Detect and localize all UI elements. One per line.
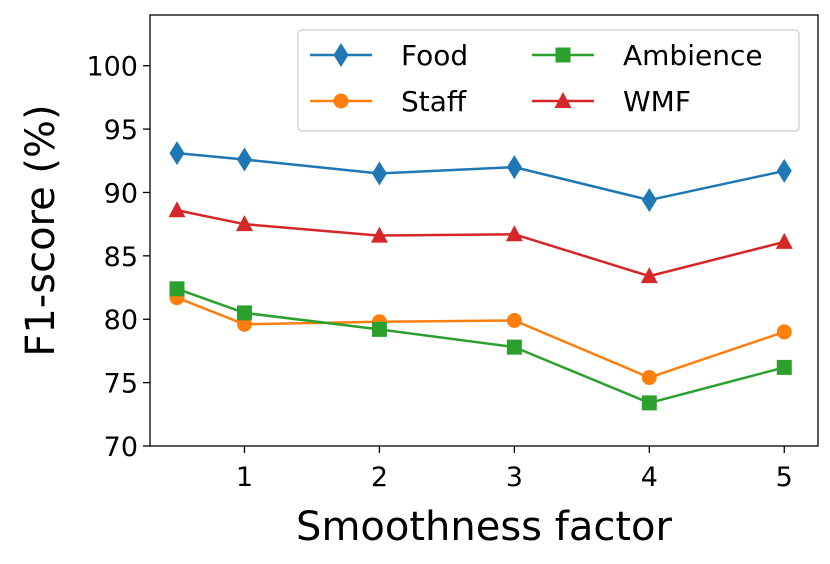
x-tick-label: 1	[236, 462, 253, 493]
x-tick-label: 4	[641, 462, 658, 493]
data-point-ambience	[371, 321, 387, 337]
data-point-staff	[506, 313, 522, 329]
x-tick-label: 3	[506, 462, 523, 493]
data-point-food	[641, 188, 657, 213]
data-point-food	[236, 147, 252, 172]
series-line-staff	[176, 296, 785, 379]
axes: 70 75 80 85 90 95 100 1 2 3 4 5	[86, 14, 819, 493]
data-point-food	[371, 161, 387, 186]
legend-label-wmf: WMF	[623, 85, 691, 118]
data-point-wmf	[168, 201, 186, 218]
x-axis-title: Smoothness factor	[296, 504, 672, 550]
data-point-ambience	[169, 281, 185, 297]
legend-marker-ambience	[555, 47, 571, 63]
plot-frame	[149, 14, 819, 447]
data-point-food	[776, 158, 792, 183]
y-tick-label: 75	[104, 369, 138, 400]
data-point-food	[506, 155, 522, 180]
y-tick-label: 85	[104, 242, 138, 273]
y-tick-label: 90	[104, 178, 138, 209]
data-point-staff	[776, 324, 792, 340]
data-point-food	[169, 141, 185, 166]
data-point-ambience	[236, 305, 252, 321]
y-tick-label: 95	[104, 115, 138, 146]
data-point-wmf	[235, 215, 253, 232]
y-axis-title: F1-score (%)	[18, 104, 64, 356]
series-line-wmf	[176, 208, 785, 278]
x-tick-label: 2	[371, 462, 388, 493]
data-point-ambience	[641, 395, 657, 411]
legend-box	[297, 29, 800, 132]
legend: Food Staff Ambience WMF	[297, 29, 800, 132]
legend-marker-staff	[333, 93, 349, 109]
series-line-food	[176, 151, 785, 202]
x-tick-label: 5	[776, 462, 793, 493]
legend-label-food: Food	[401, 39, 468, 72]
data-point-wmf	[775, 232, 793, 249]
legend-marker-wmf	[554, 92, 572, 108]
data-point-staff	[641, 370, 657, 386]
legend-marker-food	[333, 43, 349, 67]
data-point-wmf	[505, 225, 523, 242]
data-point-wmf	[640, 267, 658, 284]
legend-label-ambience: Ambience	[623, 39, 763, 72]
y-tick-label: 70	[104, 432, 138, 463]
legend-label-staff: Staff	[401, 85, 467, 118]
data-point-ambience	[506, 339, 522, 355]
data-point-ambience	[776, 359, 792, 375]
plot-area	[168, 141, 793, 411]
data-point-staff	[236, 316, 252, 332]
data-point-wmf	[370, 226, 388, 243]
series-line-ambience	[176, 287, 785, 405]
y-tick-label: 80	[104, 305, 138, 336]
y-tick-label: 100	[86, 52, 138, 83]
